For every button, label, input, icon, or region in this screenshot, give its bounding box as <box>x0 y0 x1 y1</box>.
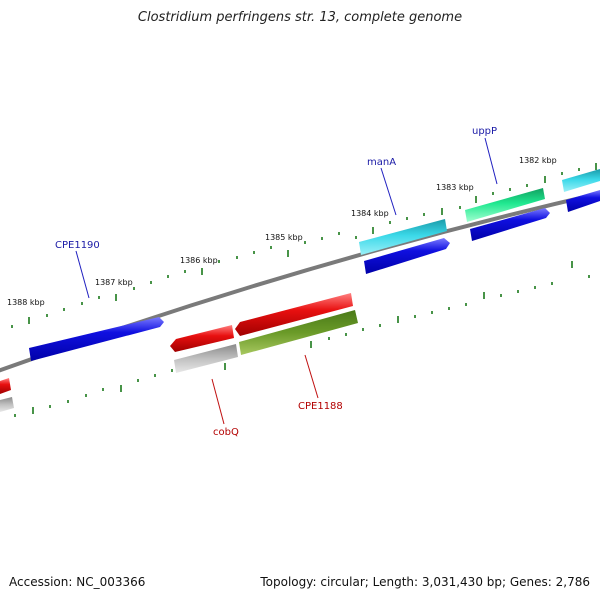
gene-gray-left-edge[interactable] <box>0 397 14 412</box>
gene-label-manA[interactable]: manA <box>367 157 396 168</box>
kbp-label-1388: 1388 kbp <box>7 298 45 307</box>
gene-label-CPE1188[interactable]: CPE1188 <box>298 401 343 412</box>
forward-scale-ticks <box>11 163 597 328</box>
gene-red-arrow-1385[interactable] <box>235 293 353 336</box>
reverse-scale-ticks <box>14 261 590 417</box>
gene-blue-arrow-1383[interactable] <box>470 208 550 241</box>
CPE1190-connector <box>75 250 90 299</box>
gene-CPE1188-arrow[interactable] <box>239 310 358 355</box>
gene-uppP-arrow[interactable] <box>465 188 545 222</box>
kbp-label-1386: 1386 kbp <box>180 256 218 265</box>
map-title: Clostridium perfringens str. 13, complet… <box>137 10 463 25</box>
gene-blue-arrow-1384[interactable] <box>364 238 450 274</box>
CPE1188-connector <box>304 354 319 399</box>
gene-cyan-right-edge[interactable] <box>562 169 600 192</box>
gene-gray-arrow[interactable] <box>174 344 238 373</box>
uppP-connector <box>484 137 498 185</box>
kbp-label-1385: 1385 kbp <box>265 233 303 242</box>
manA-connector <box>380 167 397 216</box>
genome-summary-text: Topology: circular; Length: 3,031,430 bp… <box>260 575 590 589</box>
gene-cobQ-arrow[interactable] <box>170 325 234 352</box>
kbp-label-1387: 1387 kbp <box>95 278 133 287</box>
gene-blue-right-edge[interactable] <box>566 190 600 212</box>
accession-text: Accession: NC_003366 <box>9 575 146 589</box>
gene-red-left-edge[interactable] <box>0 378 11 394</box>
kbp-label-1383: 1383 kbp <box>436 183 474 192</box>
gene-label-cobQ[interactable]: cobQ <box>213 427 239 438</box>
gene-manA-arrow[interactable] <box>359 219 447 255</box>
kbp-label-1384: 1384 kbp <box>351 209 389 218</box>
gene-label-uppP[interactable]: uppP <box>472 126 497 137</box>
cobQ-connector <box>211 378 225 425</box>
gene-CPE1190-arrow[interactable] <box>29 317 164 361</box>
kbp-label-1382: 1382 kbp <box>519 156 557 165</box>
gene-label-CPE1190[interactable]: CPE1190 <box>55 240 100 251</box>
